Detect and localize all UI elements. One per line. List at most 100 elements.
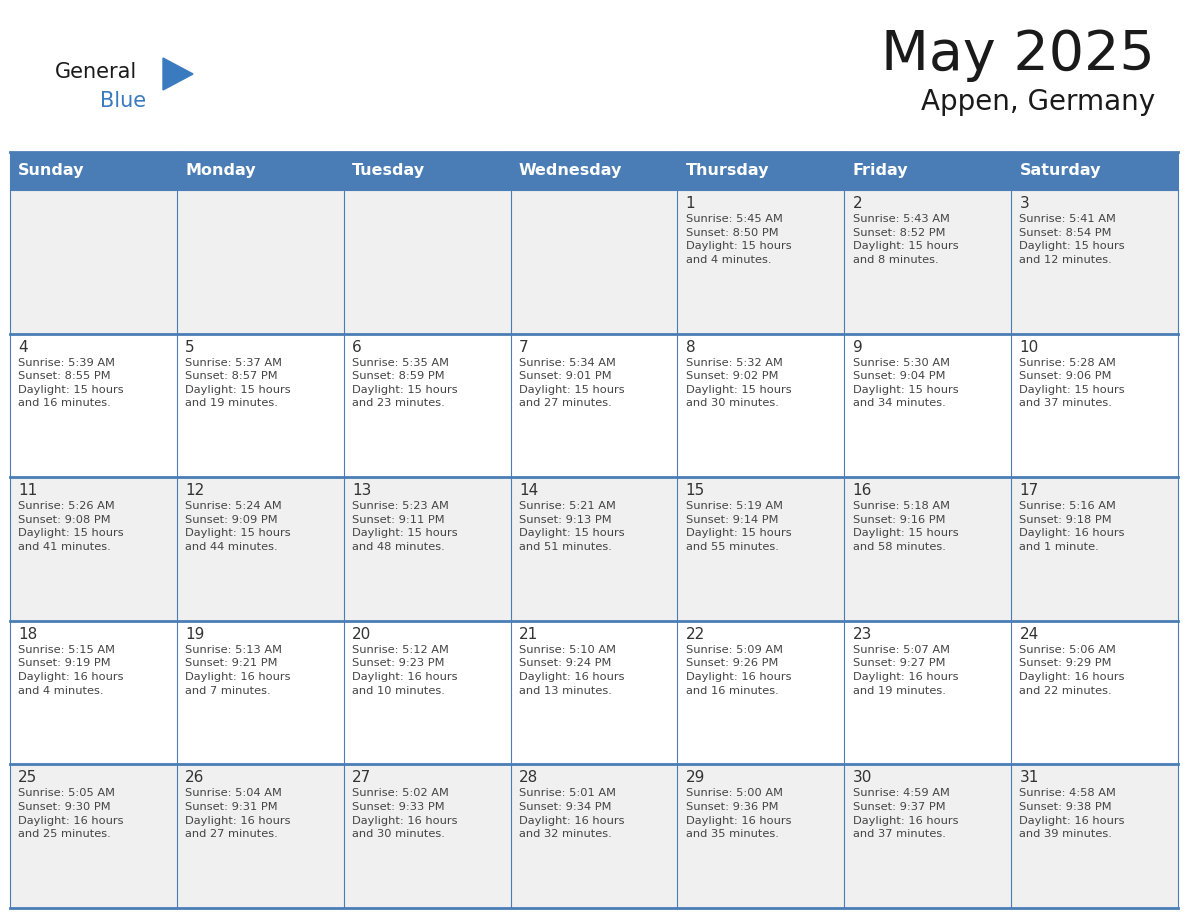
Text: 8: 8 xyxy=(685,340,695,354)
Bar xyxy=(177,190,343,333)
Text: Sunrise: 4:58 AM
Sunset: 9:38 PM
Daylight: 16 hours
and 39 minutes.: Sunrise: 4:58 AM Sunset: 9:38 PM Dayligh… xyxy=(1019,789,1125,839)
Bar xyxy=(177,152,343,190)
Text: Sunrise: 5:05 AM
Sunset: 9:30 PM
Daylight: 16 hours
and 25 minutes.: Sunrise: 5:05 AM Sunset: 9:30 PM Dayligh… xyxy=(18,789,124,839)
Bar xyxy=(511,333,677,477)
Text: 4: 4 xyxy=(18,340,29,354)
Bar xyxy=(845,190,1011,333)
Text: 11: 11 xyxy=(18,483,38,498)
Bar xyxy=(677,765,845,908)
Bar xyxy=(10,333,177,477)
Bar xyxy=(845,477,1011,621)
Text: Sunrise: 5:45 AM
Sunset: 8:50 PM
Daylight: 15 hours
and 4 minutes.: Sunrise: 5:45 AM Sunset: 8:50 PM Dayligh… xyxy=(685,214,791,264)
Text: Sunrise: 5:15 AM
Sunset: 9:19 PM
Daylight: 16 hours
and 4 minutes.: Sunrise: 5:15 AM Sunset: 9:19 PM Dayligh… xyxy=(18,644,124,696)
Text: 9: 9 xyxy=(853,340,862,354)
Text: Sunrise: 5:37 AM
Sunset: 8:57 PM
Daylight: 15 hours
and 19 minutes.: Sunrise: 5:37 AM Sunset: 8:57 PM Dayligh… xyxy=(185,358,291,409)
Text: Sunrise: 5:16 AM
Sunset: 9:18 PM
Daylight: 16 hours
and 1 minute.: Sunrise: 5:16 AM Sunset: 9:18 PM Dayligh… xyxy=(1019,501,1125,552)
Text: 10: 10 xyxy=(1019,340,1038,354)
Text: 14: 14 xyxy=(519,483,538,498)
Text: Appen, Germany: Appen, Germany xyxy=(921,88,1155,116)
Text: 17: 17 xyxy=(1019,483,1038,498)
Bar xyxy=(343,765,511,908)
Text: Sunrise: 5:43 AM
Sunset: 8:52 PM
Daylight: 15 hours
and 8 minutes.: Sunrise: 5:43 AM Sunset: 8:52 PM Dayligh… xyxy=(853,214,959,264)
Text: Sunrise: 5:06 AM
Sunset: 9:29 PM
Daylight: 16 hours
and 22 minutes.: Sunrise: 5:06 AM Sunset: 9:29 PM Dayligh… xyxy=(1019,644,1125,696)
Bar xyxy=(511,190,677,333)
Bar xyxy=(845,333,1011,477)
Bar xyxy=(511,152,677,190)
Bar xyxy=(10,477,177,621)
Text: Sunrise: 5:07 AM
Sunset: 9:27 PM
Daylight: 16 hours
and 19 minutes.: Sunrise: 5:07 AM Sunset: 9:27 PM Dayligh… xyxy=(853,644,959,696)
Bar xyxy=(677,152,845,190)
Text: 5: 5 xyxy=(185,340,195,354)
Text: 23: 23 xyxy=(853,627,872,642)
Text: Sunrise: 5:32 AM
Sunset: 9:02 PM
Daylight: 15 hours
and 30 minutes.: Sunrise: 5:32 AM Sunset: 9:02 PM Dayligh… xyxy=(685,358,791,409)
Text: Sunday: Sunday xyxy=(18,163,84,178)
Text: 12: 12 xyxy=(185,483,204,498)
Text: 15: 15 xyxy=(685,483,704,498)
Text: 25: 25 xyxy=(18,770,38,786)
Text: Sunrise: 5:18 AM
Sunset: 9:16 PM
Daylight: 15 hours
and 58 minutes.: Sunrise: 5:18 AM Sunset: 9:16 PM Dayligh… xyxy=(853,501,959,552)
Bar xyxy=(1011,621,1178,765)
Bar xyxy=(177,333,343,477)
Text: Saturday: Saturday xyxy=(1019,163,1101,178)
Text: 6: 6 xyxy=(352,340,362,354)
Bar xyxy=(1011,765,1178,908)
Text: May 2025: May 2025 xyxy=(881,28,1155,82)
Text: Tuesday: Tuesday xyxy=(352,163,425,178)
Text: Sunrise: 5:24 AM
Sunset: 9:09 PM
Daylight: 15 hours
and 44 minutes.: Sunrise: 5:24 AM Sunset: 9:09 PM Dayligh… xyxy=(185,501,291,552)
Text: Sunrise: 5:30 AM
Sunset: 9:04 PM
Daylight: 15 hours
and 34 minutes.: Sunrise: 5:30 AM Sunset: 9:04 PM Dayligh… xyxy=(853,358,959,409)
Text: 7: 7 xyxy=(519,340,529,354)
Text: Sunrise: 5:00 AM
Sunset: 9:36 PM
Daylight: 16 hours
and 35 minutes.: Sunrise: 5:00 AM Sunset: 9:36 PM Dayligh… xyxy=(685,789,791,839)
Text: 26: 26 xyxy=(185,770,204,786)
Text: 19: 19 xyxy=(185,627,204,642)
Bar xyxy=(10,621,177,765)
Bar xyxy=(10,765,177,908)
Text: Sunrise: 5:13 AM
Sunset: 9:21 PM
Daylight: 16 hours
and 7 minutes.: Sunrise: 5:13 AM Sunset: 9:21 PM Dayligh… xyxy=(185,644,291,696)
Text: Sunrise: 5:34 AM
Sunset: 9:01 PM
Daylight: 15 hours
and 27 minutes.: Sunrise: 5:34 AM Sunset: 9:01 PM Dayligh… xyxy=(519,358,625,409)
Text: Blue: Blue xyxy=(100,91,146,111)
Text: Sunrise: 5:12 AM
Sunset: 9:23 PM
Daylight: 16 hours
and 10 minutes.: Sunrise: 5:12 AM Sunset: 9:23 PM Dayligh… xyxy=(352,644,457,696)
Text: Sunrise: 5:26 AM
Sunset: 9:08 PM
Daylight: 15 hours
and 41 minutes.: Sunrise: 5:26 AM Sunset: 9:08 PM Dayligh… xyxy=(18,501,124,552)
Bar xyxy=(10,190,177,333)
Bar xyxy=(343,477,511,621)
Text: Sunrise: 5:28 AM
Sunset: 9:06 PM
Daylight: 15 hours
and 37 minutes.: Sunrise: 5:28 AM Sunset: 9:06 PM Dayligh… xyxy=(1019,358,1125,409)
Text: 13: 13 xyxy=(352,483,372,498)
Bar xyxy=(343,152,511,190)
Bar xyxy=(1011,152,1178,190)
Bar xyxy=(177,621,343,765)
Bar xyxy=(845,152,1011,190)
Polygon shape xyxy=(163,58,192,90)
Text: Sunrise: 5:01 AM
Sunset: 9:34 PM
Daylight: 16 hours
and 32 minutes.: Sunrise: 5:01 AM Sunset: 9:34 PM Dayligh… xyxy=(519,789,625,839)
Text: Sunrise: 4:59 AM
Sunset: 9:37 PM
Daylight: 16 hours
and 37 minutes.: Sunrise: 4:59 AM Sunset: 9:37 PM Dayligh… xyxy=(853,789,959,839)
Text: 24: 24 xyxy=(1019,627,1038,642)
Text: 27: 27 xyxy=(352,770,372,786)
Text: Friday: Friday xyxy=(853,163,909,178)
Bar xyxy=(1011,333,1178,477)
Text: Thursday: Thursday xyxy=(685,163,770,178)
Text: 2: 2 xyxy=(853,196,862,211)
Text: 16: 16 xyxy=(853,483,872,498)
Bar xyxy=(343,190,511,333)
Text: Sunrise: 5:09 AM
Sunset: 9:26 PM
Daylight: 16 hours
and 16 minutes.: Sunrise: 5:09 AM Sunset: 9:26 PM Dayligh… xyxy=(685,644,791,696)
Text: 22: 22 xyxy=(685,627,704,642)
Text: Sunrise: 5:19 AM
Sunset: 9:14 PM
Daylight: 15 hours
and 55 minutes.: Sunrise: 5:19 AM Sunset: 9:14 PM Dayligh… xyxy=(685,501,791,552)
Bar xyxy=(845,765,1011,908)
Text: Wednesday: Wednesday xyxy=(519,163,623,178)
Bar xyxy=(511,765,677,908)
Text: Sunrise: 5:02 AM
Sunset: 9:33 PM
Daylight: 16 hours
and 30 minutes.: Sunrise: 5:02 AM Sunset: 9:33 PM Dayligh… xyxy=(352,789,457,839)
Text: Sunrise: 5:21 AM
Sunset: 9:13 PM
Daylight: 15 hours
and 51 minutes.: Sunrise: 5:21 AM Sunset: 9:13 PM Dayligh… xyxy=(519,501,625,552)
Text: 18: 18 xyxy=(18,627,38,642)
Text: Sunrise: 5:39 AM
Sunset: 8:55 PM
Daylight: 15 hours
and 16 minutes.: Sunrise: 5:39 AM Sunset: 8:55 PM Dayligh… xyxy=(18,358,124,409)
Bar xyxy=(845,621,1011,765)
Text: General: General xyxy=(55,62,138,82)
Text: 21: 21 xyxy=(519,627,538,642)
Text: 29: 29 xyxy=(685,770,706,786)
Bar xyxy=(511,621,677,765)
Bar xyxy=(677,621,845,765)
Bar xyxy=(1011,190,1178,333)
Text: Monday: Monday xyxy=(185,163,255,178)
Text: Sunrise: 5:23 AM
Sunset: 9:11 PM
Daylight: 15 hours
and 48 minutes.: Sunrise: 5:23 AM Sunset: 9:11 PM Dayligh… xyxy=(352,501,457,552)
Bar xyxy=(511,477,677,621)
Text: Sunrise: 5:10 AM
Sunset: 9:24 PM
Daylight: 16 hours
and 13 minutes.: Sunrise: 5:10 AM Sunset: 9:24 PM Dayligh… xyxy=(519,644,625,696)
Bar xyxy=(1011,477,1178,621)
Text: 3: 3 xyxy=(1019,196,1029,211)
